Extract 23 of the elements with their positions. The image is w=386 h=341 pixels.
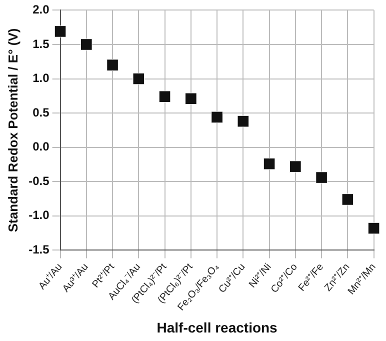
y-tick-label: 2.0 bbox=[32, 2, 50, 17]
point bbox=[54, 26, 66, 38]
point bbox=[106, 59, 118, 71]
point bbox=[211, 111, 223, 124]
y-tick-label: -1.0 bbox=[28, 208, 50, 222]
point bbox=[80, 38, 92, 50]
y-tick-label: 1.5 bbox=[32, 36, 50, 51]
point bbox=[368, 222, 380, 234]
x-axis-title: Half-cell reactions bbox=[156, 319, 278, 336]
y-tick-label: 0.0 bbox=[32, 140, 50, 154]
y-tick-label: -0.5 bbox=[28, 174, 50, 188]
y-tick-label: -1.5 bbox=[28, 242, 50, 257]
point bbox=[316, 172, 328, 184]
point bbox=[263, 158, 276, 170]
y-tick-label: 1.0 bbox=[32, 71, 50, 86]
point bbox=[185, 92, 197, 105]
point bbox=[342, 194, 354, 206]
point bbox=[158, 90, 171, 103]
point bbox=[237, 115, 250, 128]
y-axis-title: Standard Redox Potential / E° (V) bbox=[5, 28, 20, 232]
point bbox=[132, 72, 145, 85]
point bbox=[290, 160, 302, 172]
y-tick-label: 0.5 bbox=[32, 105, 50, 120]
